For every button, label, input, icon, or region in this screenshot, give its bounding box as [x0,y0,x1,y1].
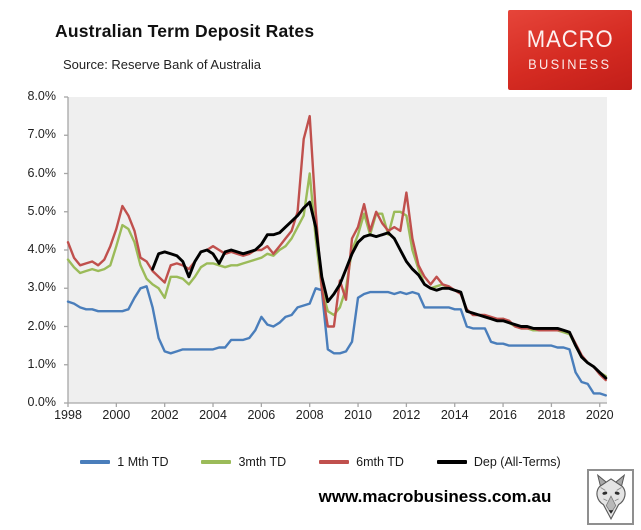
x-axis-tick-label: 2000 [102,408,131,422]
x-axis-tick-label: 2014 [440,408,469,422]
x-axis-tick-label: 2006 [247,408,276,422]
x-axis-tick-label: 2016 [489,408,517,422]
legend-swatch [319,460,350,464]
x-axis-tick-label: 1998 [54,408,82,422]
y-axis-tick-label: 8.0% [27,89,57,103]
y-axis-tick-label: 1.0% [27,356,57,371]
y-axis-tick-label: 5.0% [27,203,57,218]
y-axis-tick-label: 2.0% [27,318,57,333]
x-axis-tick-label: 2020 [585,408,614,422]
x-axis-tick-label: 2002 [150,408,179,422]
series-line-dep-all-terms- [151,200,608,380]
y-axis-tick-label: 3.0% [27,280,57,295]
x-axis-tick-label: 2008 [295,408,324,422]
x-axis-tick-label: 2010 [344,408,372,422]
legend-swatch [80,460,111,464]
legend: 1 Mth TD 3mth TD 6mth TD Dep (All-Terms) [0,449,641,475]
legend-label: 3mth TD [238,455,287,469]
plot-area [68,97,607,403]
logo-business-text: BUSINESS [528,57,612,73]
legend-swatch [436,460,467,464]
logo-macro-text: MACRO [526,26,614,54]
term-deposit-plot-svg [64,96,608,407]
legend-swatch [201,460,232,464]
wolf-icon [595,474,626,520]
footer-url: www.macrobusiness.com.au [318,487,552,506]
chart-title: Australian Term Deposit Rates [55,21,315,41]
series-line-1-mth-td [66,285,607,397]
legend-label: 1 Mth TD [117,455,169,469]
y-axis-tick-label: 6.0% [27,165,57,180]
chart-subtitle: Source: Reserve Bank of Australia [63,57,261,72]
series-line-6mth-td [66,114,607,382]
legend-label: 6mth TD [356,455,404,469]
legend-item: 1 Mth TD [80,455,168,469]
wolf-logo-box [587,469,634,525]
y-axis-tick-label: 0.0% [27,395,57,409]
macrobusiness-logo: MACRO BUSINESS [508,10,632,90]
y-axis-tick-label: 7.0% [27,127,57,142]
legend-item: Dep (All-Terms) [436,455,561,469]
x-axis-tick-label: 2012 [392,408,421,422]
x-axis-tick-label: 2004 [199,408,227,422]
x-axis-tick-label: 2018 [537,408,566,422]
legend-item: 3mth TD [201,455,286,469]
y-axis-tick-label: 4.0% [27,242,57,256]
legend-label: Dep (All-Terms) [473,455,561,469]
legend-item: 6mth TD [319,455,404,469]
